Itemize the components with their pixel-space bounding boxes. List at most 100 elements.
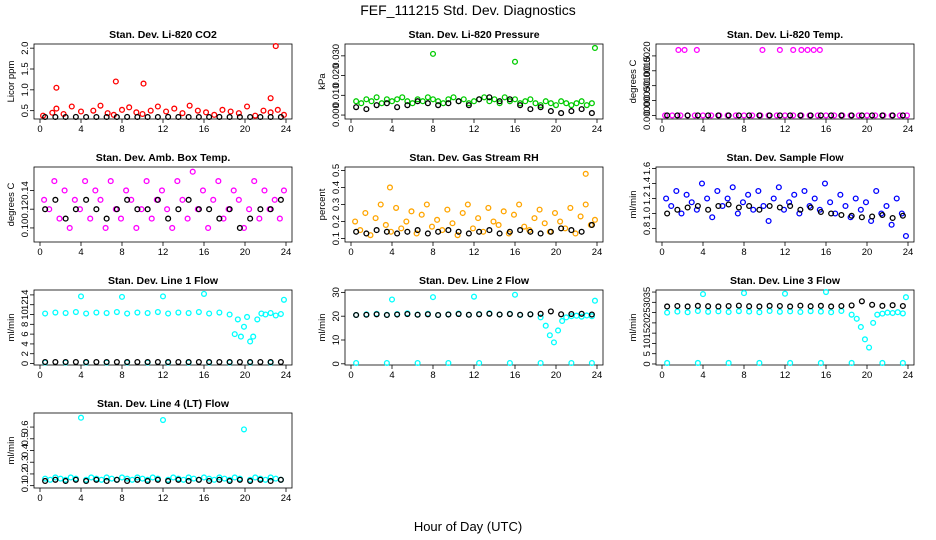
data-point xyxy=(705,112,712,119)
data-point xyxy=(117,215,125,222)
data-point xyxy=(683,191,690,198)
data-point xyxy=(206,359,213,366)
panel-8: Stan. Dev. Line 2 Flow 0 4 8 12 16 20 24 0 10 20 30… xyxy=(317,275,604,381)
data-point xyxy=(766,302,773,309)
data-point xyxy=(126,104,133,111)
data-point xyxy=(787,202,794,210)
data-point xyxy=(216,476,223,483)
data-point xyxy=(550,339,557,346)
data-point xyxy=(684,204,691,211)
x-tick-label: 8 xyxy=(119,247,124,258)
data-point xyxy=(247,338,254,345)
data-point xyxy=(388,98,396,105)
data-point xyxy=(714,187,721,195)
data-point xyxy=(424,94,431,101)
x-tick-label: 12 xyxy=(469,124,480,135)
data-point xyxy=(879,310,886,317)
data-point xyxy=(807,308,814,315)
data-point xyxy=(236,359,243,366)
panel-2: Stan. Dev. Li-820 Pressure 0 4 8 12 16 20 24 0.0… xyxy=(317,29,604,135)
data-point xyxy=(804,46,811,54)
data-point xyxy=(547,108,554,115)
data-point xyxy=(698,180,706,187)
data-point xyxy=(684,309,691,316)
data-point xyxy=(510,211,518,218)
data-point xyxy=(677,112,684,119)
x-tick-label: 24 xyxy=(903,370,914,381)
data-point xyxy=(363,96,370,103)
data-point xyxy=(848,302,855,309)
data-point xyxy=(578,310,585,317)
data-point xyxy=(496,98,503,105)
data-point xyxy=(186,102,193,109)
data-point xyxy=(104,110,111,117)
data-point xyxy=(725,302,732,310)
data-point xyxy=(517,311,524,318)
data-point xyxy=(57,475,64,482)
data-point xyxy=(568,102,575,109)
data-point xyxy=(215,178,222,185)
data-point xyxy=(858,214,865,221)
data-point xyxy=(247,477,254,485)
data-point xyxy=(280,296,288,303)
data-point xyxy=(185,196,192,203)
x-tick-label: 4 xyxy=(700,247,705,258)
panel-6: Stan. Dev. Sample Flow 0 4 8 12 16 20 24 0.8 1.0 1… xyxy=(628,152,915,258)
data-point xyxy=(77,293,85,300)
data-point xyxy=(857,323,864,331)
data-point xyxy=(195,206,202,213)
data-point xyxy=(828,303,835,310)
data-point xyxy=(429,50,437,57)
data-point xyxy=(797,302,804,309)
data-point xyxy=(124,196,131,203)
data-point xyxy=(547,308,554,315)
y-tick-label: 0.10 xyxy=(20,219,31,238)
data-point xyxy=(725,112,732,119)
data-point xyxy=(194,107,201,114)
y-tick-label: 0.3 xyxy=(20,456,31,469)
x-tick-label: 16 xyxy=(199,370,210,381)
data-point xyxy=(817,302,824,309)
data-point xyxy=(588,110,595,117)
data-point xyxy=(506,359,513,367)
series-2 xyxy=(42,196,284,231)
data-point xyxy=(797,112,804,119)
data-point xyxy=(184,215,191,222)
series-1 xyxy=(353,291,598,367)
y-tick-label: 4 xyxy=(20,341,31,346)
data-point xyxy=(103,477,110,485)
data-point xyxy=(190,475,197,482)
y-tick-label: 35 xyxy=(642,287,653,298)
data-point xyxy=(159,416,167,424)
y-tick-label: 6 xyxy=(20,331,31,336)
data-point xyxy=(506,96,513,103)
y-tick-label: 0.2 xyxy=(20,467,31,480)
data-point xyxy=(195,113,202,121)
x-tick-label: 8 xyxy=(430,247,435,258)
x-tick-label: 24 xyxy=(281,247,292,258)
data-point xyxy=(893,195,900,202)
y-tick-label: 0.12 xyxy=(20,200,31,219)
data-point xyxy=(537,359,544,367)
data-point xyxy=(537,230,544,237)
data-point xyxy=(185,113,192,121)
data-point xyxy=(113,359,120,366)
data-point xyxy=(140,80,147,87)
data-point xyxy=(664,303,671,310)
data-point xyxy=(480,228,487,235)
data-point xyxy=(124,310,131,317)
data-point xyxy=(486,98,493,105)
data-point xyxy=(842,202,849,210)
data-point xyxy=(691,112,698,119)
y-axis-label: degrees C xyxy=(6,182,17,226)
data-point xyxy=(46,206,53,213)
data-point xyxy=(521,223,528,230)
data-point xyxy=(811,195,818,202)
data-point xyxy=(149,474,156,481)
x-tick-label: 16 xyxy=(199,493,210,504)
y-axis-label: ml/min xyxy=(6,314,17,342)
x-tick-label: 20 xyxy=(240,247,251,258)
data-point xyxy=(455,98,462,105)
data-point xyxy=(353,311,360,319)
x-tick-label: 0 xyxy=(659,124,664,135)
